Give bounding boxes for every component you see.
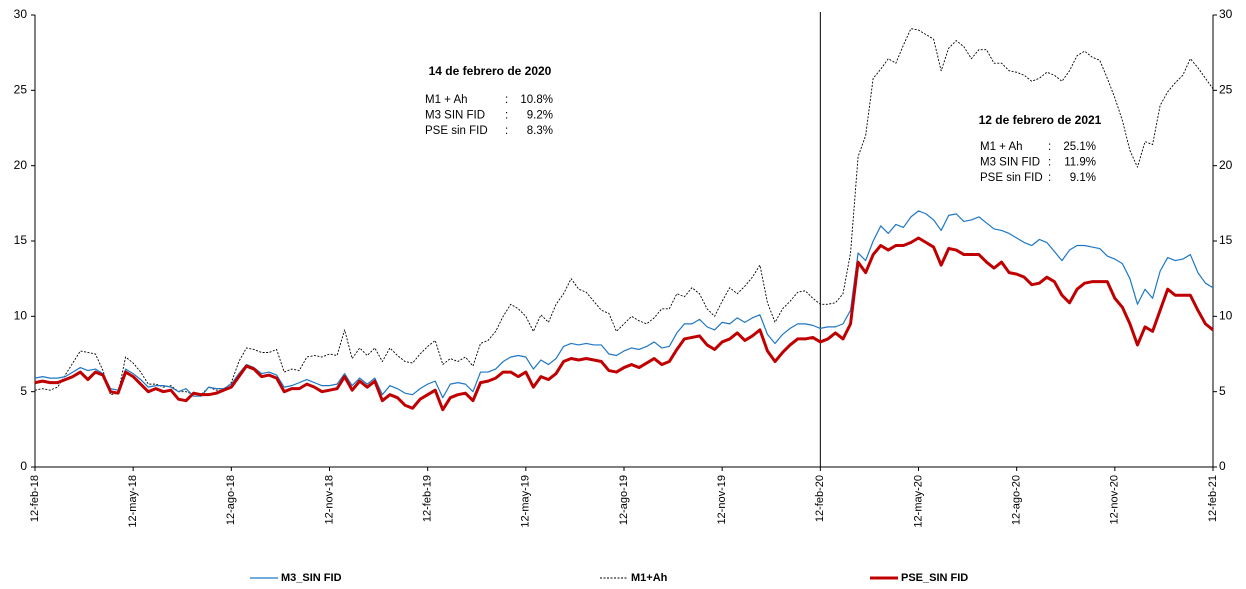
annotation-value: 9.2% bbox=[527, 110, 553, 122]
legend-label: M3_SIN FID bbox=[281, 572, 342, 584]
annotation-label: M1 + Ah bbox=[425, 94, 468, 106]
y2-tick-label: 10 bbox=[1219, 309, 1233, 323]
series-line bbox=[34, 236, 1214, 412]
x-tick-label: 12-feb-18 bbox=[29, 475, 41, 522]
y-tick-label: 5 bbox=[20, 384, 27, 398]
annotation-sep: : bbox=[1048, 141, 1051, 153]
annotation-label: M3 SIN FID bbox=[425, 110, 485, 122]
y2-tick-label: 15 bbox=[1219, 233, 1233, 247]
annotation-value: 9.1% bbox=[1070, 172, 1096, 184]
x-tick-label: 12-feb-21 bbox=[1207, 475, 1219, 522]
annotation-sep: : bbox=[505, 125, 508, 137]
series-line bbox=[34, 210, 1214, 399]
annotation-label: PSE sin FID bbox=[425, 125, 488, 137]
annotation-sep: : bbox=[505, 94, 508, 106]
y-tick-label: 10 bbox=[14, 309, 28, 323]
annotation-title: 12 de febrero de 2021 bbox=[979, 113, 1102, 127]
annotation-value: 8.3% bbox=[527, 125, 553, 137]
y-tick-label: 30 bbox=[14, 7, 28, 21]
y2-tick-label: 30 bbox=[1219, 7, 1233, 21]
annotation-label: PSE sin FID bbox=[980, 172, 1043, 184]
x-tick-label: 12-nov-19 bbox=[716, 475, 728, 525]
series-line bbox=[34, 28, 1214, 396]
legend-label: M1+Ah bbox=[631, 572, 668, 584]
x-tick-label: 12-ago-19 bbox=[618, 475, 630, 525]
x-tick-label: 12-nov-18 bbox=[323, 475, 335, 525]
x-tick-label: 12-nov-20 bbox=[1109, 475, 1121, 525]
x-tick-label: 12-ago-18 bbox=[225, 475, 237, 525]
y-tick-label: 20 bbox=[14, 158, 28, 172]
x-tick-label: 12-may-18 bbox=[127, 475, 139, 528]
annotation-value: 25.1% bbox=[1063, 141, 1096, 153]
annotation-sep: : bbox=[1048, 172, 1051, 184]
annotation-sep: : bbox=[1048, 157, 1051, 169]
legend-label: PSE_SIN FID bbox=[901, 572, 968, 584]
annotation-value: 11.9% bbox=[1064, 157, 1096, 169]
y2-tick-label: 0 bbox=[1219, 459, 1226, 473]
annotation-label: M1 + Ah bbox=[980, 141, 1023, 153]
y-tick-label: 0 bbox=[20, 459, 27, 473]
annotation-sep: : bbox=[505, 110, 508, 122]
x-tick-label: 12-feb-19 bbox=[422, 475, 434, 522]
y-tick-label: 15 bbox=[14, 233, 28, 247]
x-tick-label: 12-ago-20 bbox=[1011, 475, 1023, 525]
y2-tick-label: 5 bbox=[1219, 384, 1226, 398]
x-tick-label: 12-may-20 bbox=[912, 475, 924, 528]
annotation-value: 10.8% bbox=[520, 94, 553, 106]
y2-tick-label: 20 bbox=[1219, 158, 1233, 172]
annotation-label: M3 SIN FID bbox=[980, 157, 1040, 169]
x-tick-label: 12-feb-20 bbox=[814, 475, 826, 522]
annotation-title: 14 de febrero de 2020 bbox=[429, 64, 552, 78]
y-tick-label: 25 bbox=[14, 83, 28, 97]
y2-tick-label: 25 bbox=[1219, 83, 1233, 97]
x-tick-label: 12-may-19 bbox=[520, 475, 532, 528]
